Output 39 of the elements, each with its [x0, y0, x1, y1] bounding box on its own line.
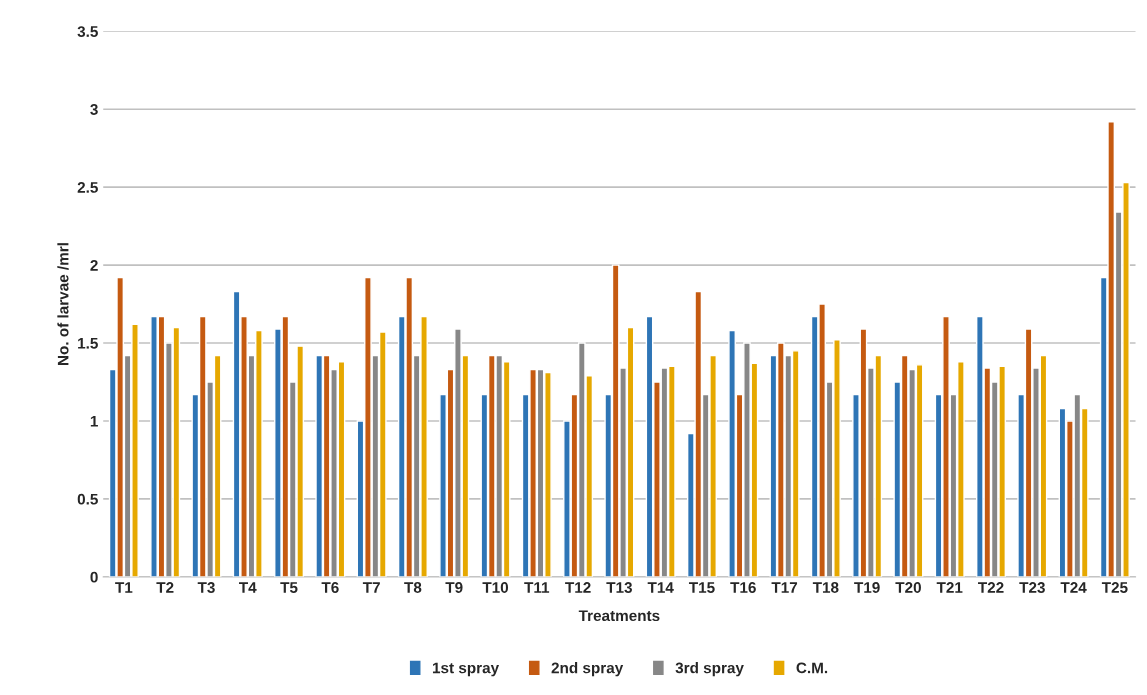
- x-tick-label: T4: [239, 582, 257, 593]
- y-tick-label: 0.5: [77, 493, 98, 505]
- x-tick-label: T22: [978, 582, 1004, 593]
- x-tick-label: T18: [812, 582, 839, 593]
- x-tick-label: T9: [445, 582, 463, 593]
- legend-label: 3rd spray: [675, 662, 744, 677]
- x-tick-label: T11: [524, 582, 550, 593]
- y-tick-label: 1: [90, 416, 98, 427]
- x-axis-title: Treatments: [578, 610, 660, 622]
- y-tick-label: 0: [90, 571, 98, 583]
- x-tick-label: T6: [321, 582, 339, 593]
- x-tick-label: T5: [280, 582, 298, 593]
- x-tick-label: T13: [606, 582, 632, 593]
- x-tick-label: T19: [854, 582, 880, 593]
- x-tick-label: T15: [688, 582, 715, 593]
- x-tick-label: T2: [156, 582, 174, 593]
- x-tick-label: T10: [482, 582, 509, 593]
- x-tick-label: T7: [362, 582, 380, 593]
- legend-label: C.M.: [796, 662, 828, 674]
- y-axis-title: No. of larvae /mrl: [57, 243, 69, 366]
- x-tick-label: T14: [647, 582, 674, 593]
- x-tick-label: T24: [1060, 582, 1087, 593]
- x-tick-label: T20: [895, 582, 921, 593]
- x-tick-label: T21: [936, 582, 963, 593]
- x-tick-label: T8: [404, 582, 422, 593]
- x-tick-label: T23: [1019, 582, 1045, 593]
- y-tick-label: 2.5: [77, 182, 98, 193]
- legend-label: 2nd spray: [551, 662, 624, 677]
- y-tick-label: 1.5: [78, 338, 98, 349]
- y-tick-label: 3: [90, 104, 98, 115]
- y-tick-label: 3.5: [77, 26, 98, 37]
- x-tick-label: T1: [115, 582, 133, 593]
- x-tick-label: T17: [771, 582, 798, 593]
- legend-label: 1st spray: [432, 662, 500, 677]
- x-tick-label: T25: [1101, 582, 1128, 593]
- y-tick-label: 2: [90, 259, 98, 271]
- x-tick-label: T12: [565, 582, 591, 593]
- x-tick-label: T3: [197, 582, 215, 593]
- x-tick-label: T16: [730, 582, 756, 593]
